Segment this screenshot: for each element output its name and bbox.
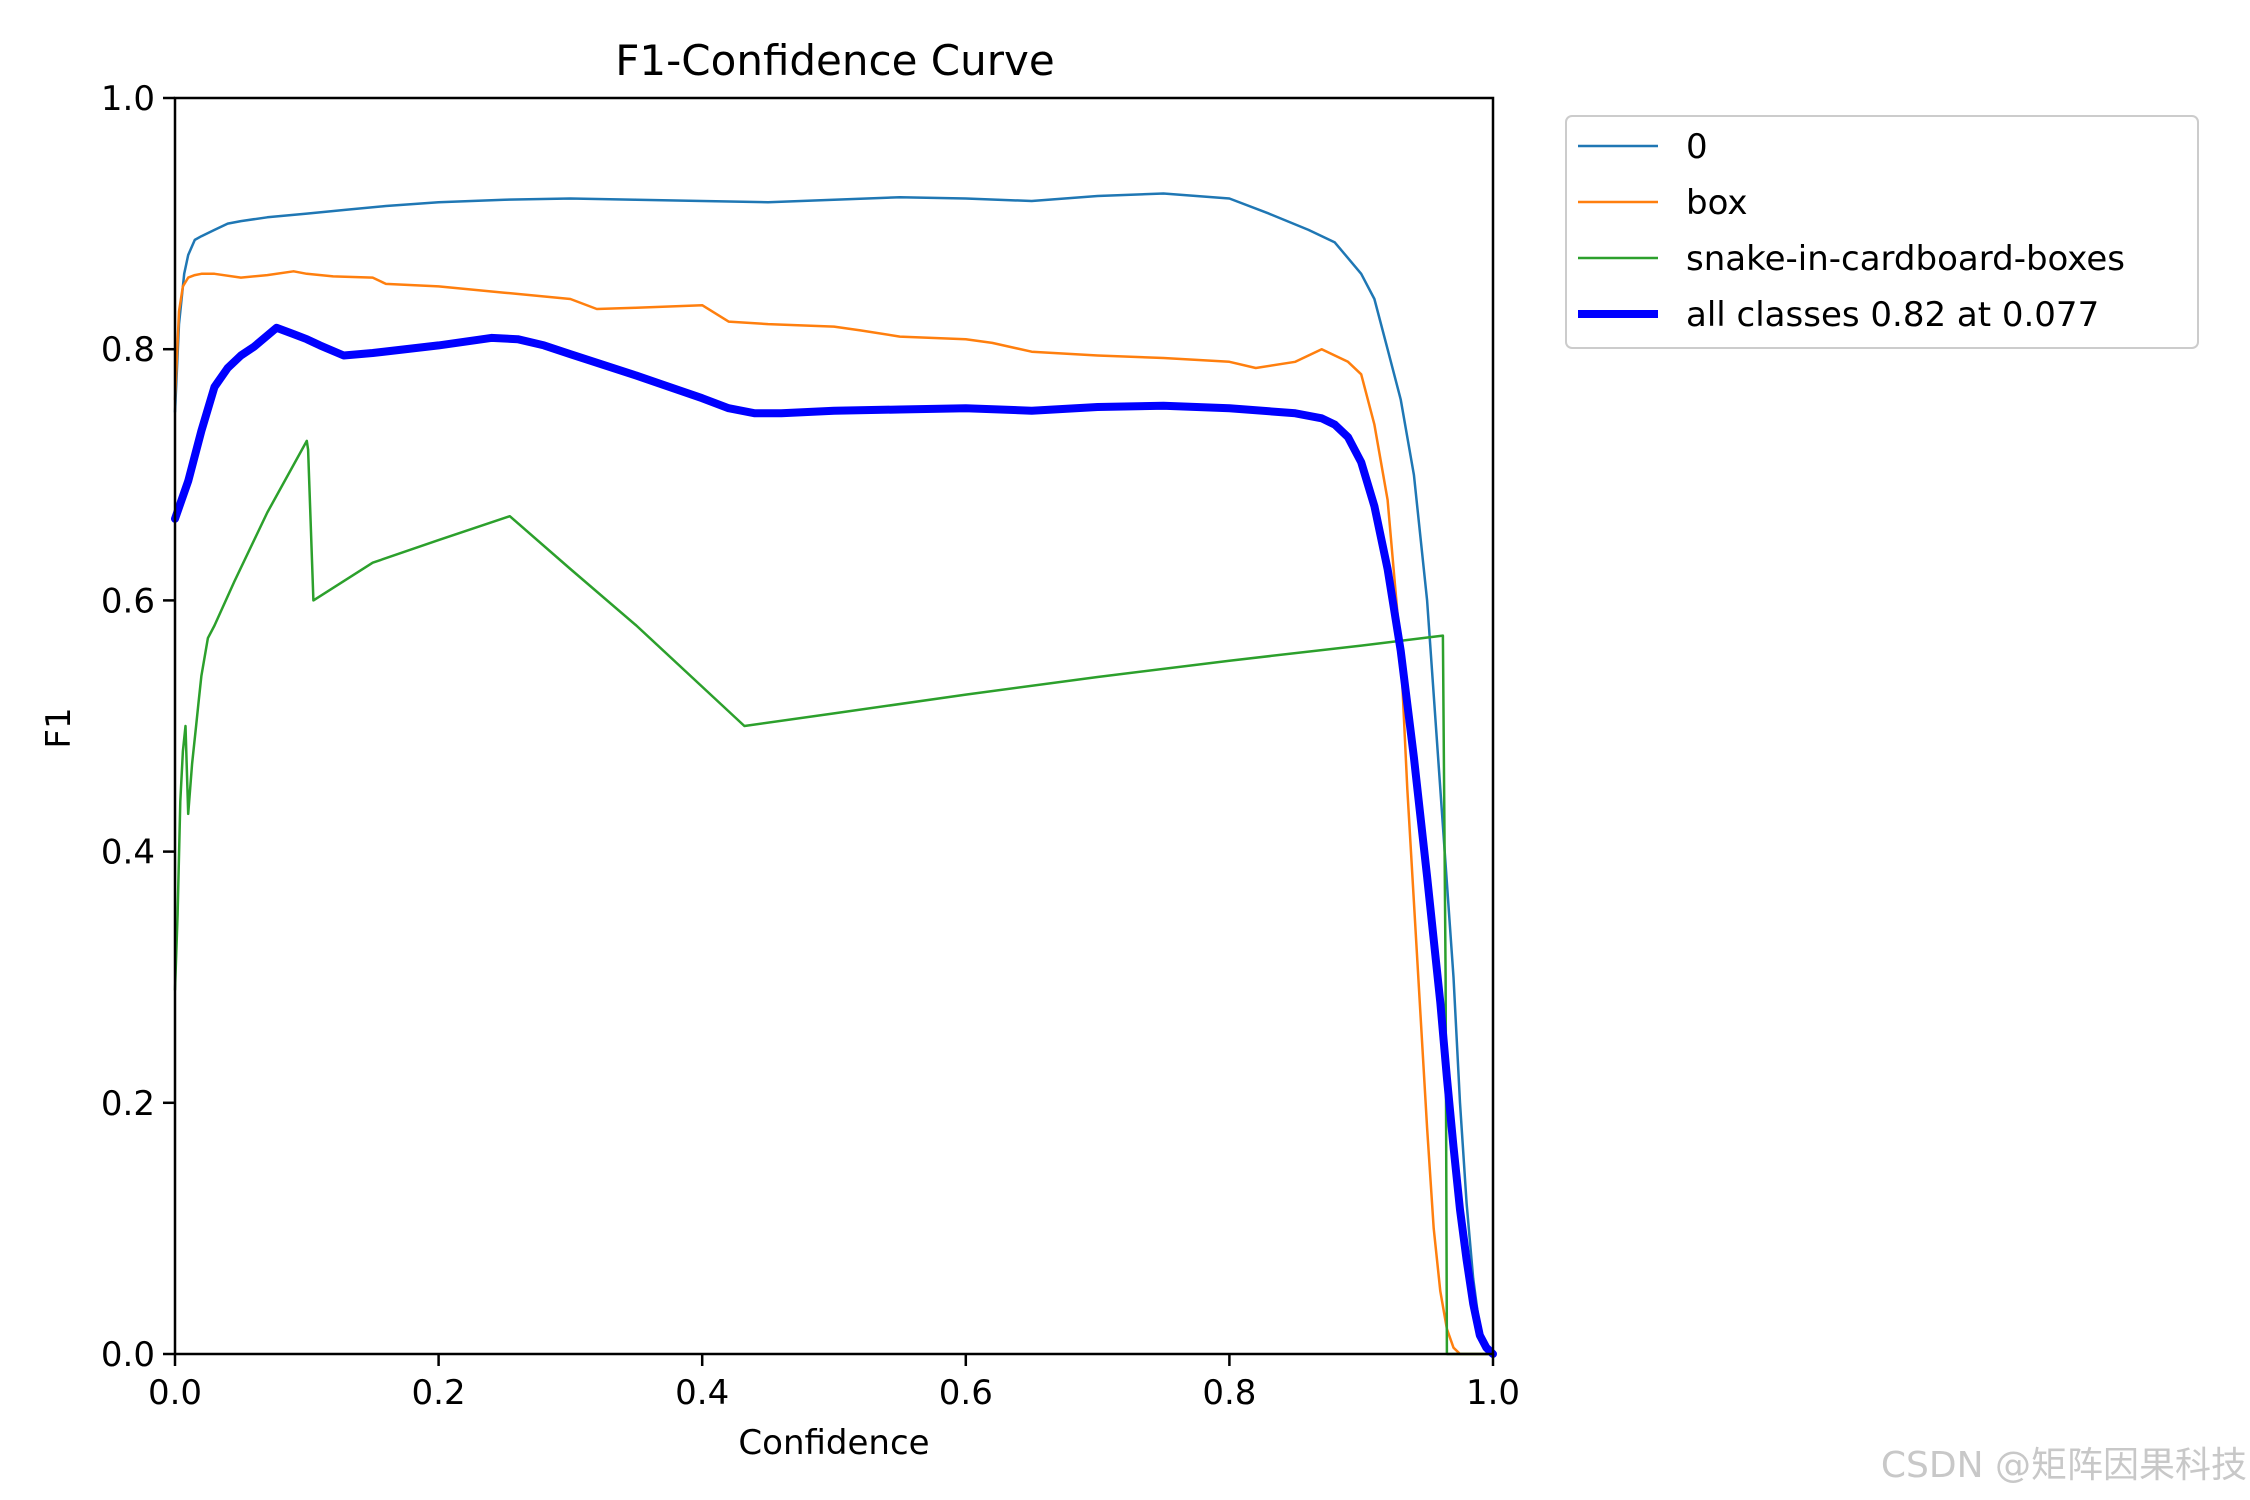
x-axis-ticks: 0.0 0.2 0.4 0.6 0.8 1.0 [148,1354,1520,1413]
x-axis-label: Confidence [738,1423,929,1463]
chart-title: F1-Confidence Curve [615,36,1054,85]
x-tick-label: 0.6 [939,1373,993,1413]
x-tick-label: 1.0 [1466,1373,1520,1413]
y-tick-label: 1.0 [101,79,155,119]
x-tick-label: 0.8 [1202,1373,1256,1413]
watermark-text: CSDN @矩阵因果科技 [1880,1445,2247,1486]
y-axis-label: F1 [39,707,79,748]
y-tick-label: 0.4 [101,833,155,873]
x-tick-label: 0.4 [675,1373,729,1413]
y-tick-label: 0.8 [101,330,155,370]
legend-label-3: all classes 0.82 at 0.077 [1686,295,2099,335]
series-line-2 [173,439,1495,1356]
x-tick-label: 0.2 [412,1373,466,1413]
legend: 0 box snake-in-cardboard-boxes all classes … [1565,115,2199,349]
legend-label-1: box [1686,183,1747,223]
legend-label-2: snake-in-cardboard-boxes [1686,239,2125,279]
y-tick-label: 0.2 [101,1084,155,1124]
plot-frame [173,96,1495,1356]
series-line-0 [173,192,1495,1356]
series-line-3 [171,323,1497,1358]
y-tick-label: 0.6 [101,581,155,621]
legend-box [1565,115,2199,349]
y-tick-label: 0.0 [101,1335,155,1375]
x-tick-label: 0.0 [148,1373,202,1413]
legend-label-0: 0 [1686,127,1708,167]
y-axis-ticks: 0.0 0.2 0.4 0.6 0.8 1.0 [101,79,175,1375]
series-line-1 [173,270,1495,1356]
plot-area [171,192,1497,1358]
